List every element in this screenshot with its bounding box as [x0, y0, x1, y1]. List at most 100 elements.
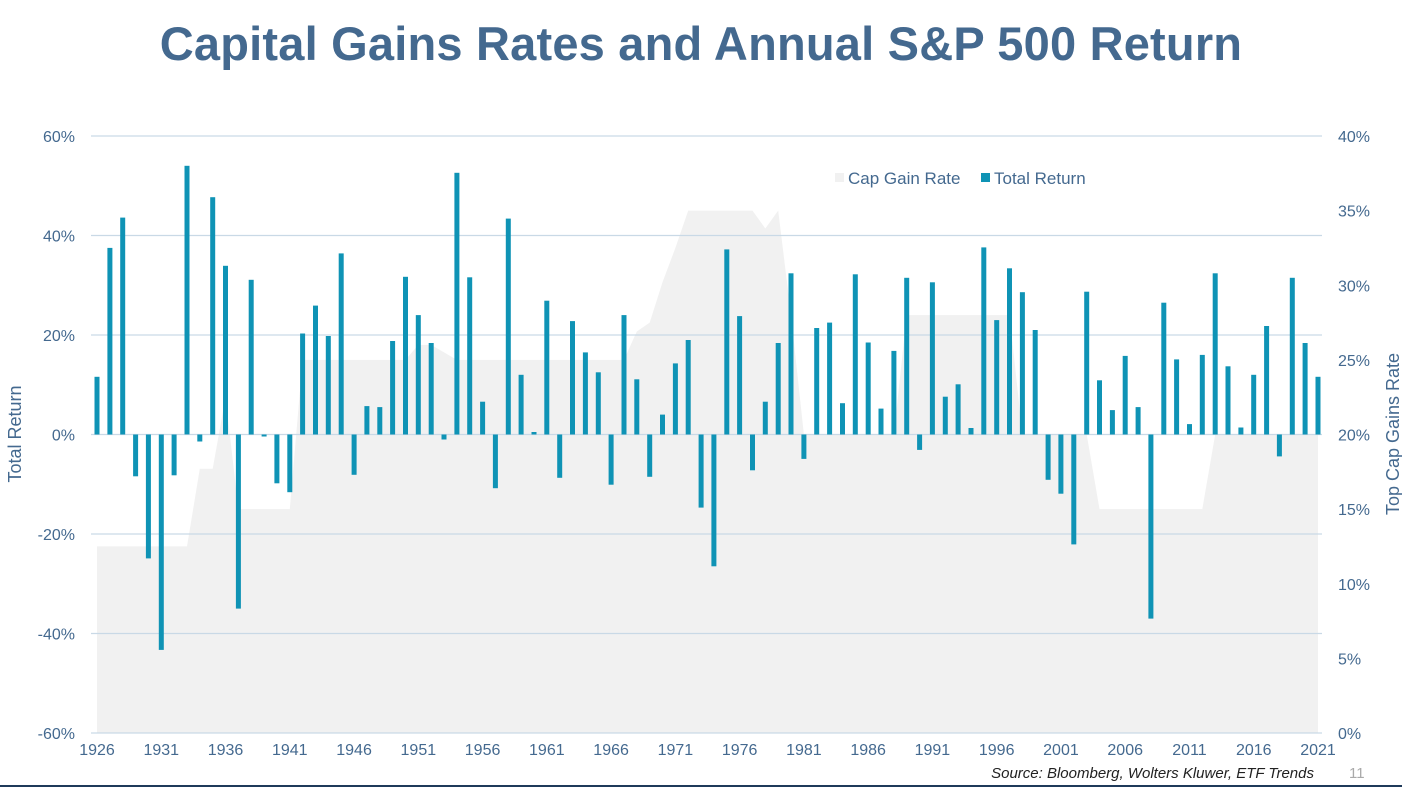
legend-label-cap-gain-rate: Cap Gain Rate: [848, 169, 960, 188]
total-return-bars: [94, 165, 1321, 650]
y-tick-label-right: 15%: [1338, 502, 1370, 519]
return-bar: [852, 274, 858, 435]
return-bar: [685, 340, 691, 435]
axis-labels: 60% 40% 20% 0% -20% -40% -60% 40% 35% 30% 25% 20% 15…: [38, 129, 1370, 759]
return-bar: [647, 434, 653, 477]
return-bar: [660, 414, 665, 435]
return-bar: [582, 352, 588, 435]
return-bar: [1212, 273, 1218, 435]
return-bar: [210, 197, 216, 435]
x-tick-label: 1996: [979, 742, 1015, 759]
return-bar: [672, 363, 678, 435]
return-bar: [968, 428, 974, 435]
return-bar: [1187, 424, 1192, 435]
return-bar: [120, 217, 126, 435]
return-bar: [942, 396, 948, 435]
return-bar: [133, 434, 139, 477]
return-bar: [737, 316, 743, 435]
y-tick-label-left: -20%: [38, 527, 75, 544]
y-tick-label-left: 20%: [43, 328, 75, 345]
y-tick-label-left: 0%: [52, 428, 75, 445]
y-tick-label-right: 5%: [1338, 651, 1361, 668]
bottom-rule: [0, 785, 1402, 787]
return-bar: [467, 277, 473, 435]
return-bar: [1289, 277, 1295, 435]
return-bar: [955, 384, 961, 435]
return-bar: [274, 434, 280, 484]
x-tick-label: 2011: [1172, 742, 1207, 759]
return-bar: [891, 350, 897, 435]
return-bar: [1315, 376, 1321, 435]
return-bar: [634, 379, 640, 435]
return-bar: [184, 165, 190, 435]
return-bar: [1058, 434, 1064, 494]
return-bar: [711, 434, 717, 567]
return-bar: [1019, 292, 1025, 435]
return-bar: [1135, 407, 1141, 435]
return-bar: [480, 401, 486, 435]
x-tick-label: 1976: [722, 742, 758, 759]
return-bar: [788, 273, 794, 435]
return-bar: [750, 434, 755, 471]
y-tick-label-right: 10%: [1338, 577, 1370, 594]
return-bar: [1302, 343, 1308, 435]
return-bar: [94, 376, 100, 435]
y-tick-label-right: 25%: [1338, 353, 1370, 370]
y-axis-title-right: Top Cap Gains Rate: [1383, 353, 1402, 515]
return-bar: [403, 276, 408, 435]
x-tick-label: 2001: [1043, 742, 1079, 759]
return-bar: [1264, 326, 1270, 435]
return-bar: [544, 300, 550, 435]
return-bar: [235, 434, 241, 609]
return-bar: [338, 253, 344, 435]
x-tick-label: 1931: [143, 742, 179, 759]
return-bar: [1071, 434, 1077, 545]
y-tick-label-right: 20%: [1338, 428, 1370, 445]
x-tick-label: 1966: [593, 742, 629, 759]
return-bar: [608, 434, 614, 485]
y-tick-label-left: -60%: [38, 726, 75, 743]
return-bar: [1032, 330, 1038, 435]
return-bar: [981, 247, 987, 435]
legend-swatch-cap-gain-rate: [835, 173, 844, 182]
legend-swatch-total-return: [981, 173, 990, 182]
source-note: Source: Bloomberg, Wolters Kluwer, ETF T…: [991, 765, 1314, 782]
x-tick-label: 1961: [529, 742, 565, 759]
x-tick-label: 1981: [786, 742, 822, 759]
return-bar: [1161, 302, 1167, 435]
return-bar: [1097, 380, 1102, 435]
return-bar: [1225, 366, 1231, 435]
return-bar: [518, 374, 524, 435]
return-bar: [724, 249, 730, 435]
return-bar: [107, 247, 113, 435]
return-bar: [313, 305, 318, 435]
legend-label-total-return: Total Return: [994, 169, 1086, 188]
slide-title: Capital Gains Rates and Annual S&P 500 R…: [159, 17, 1243, 70]
y-tick-label-right: 0%: [1338, 726, 1361, 743]
return-bar: [415, 315, 421, 435]
return-bar: [441, 434, 447, 440]
cap-gain-area-layer: [97, 210, 1318, 734]
y-tick-label-left: 40%: [43, 229, 75, 246]
return-bar: [158, 434, 164, 650]
chart-legend: Cap Gain Rate Total Return: [835, 169, 1086, 188]
return-bar: [492, 434, 498, 489]
x-tick-label: 1986: [850, 742, 886, 759]
return-bar: [1251, 374, 1257, 435]
x-tick-label: 1971: [658, 742, 694, 759]
return-bar: [261, 434, 267, 437]
y-tick-label-left: 60%: [43, 129, 75, 146]
gridlines: [91, 135, 1322, 734]
return-bar: [248, 279, 254, 435]
y-tick-label-right: 40%: [1338, 129, 1370, 146]
return-bar: [171, 434, 177, 476]
return-bar: [1122, 355, 1128, 435]
return-bar: [531, 432, 537, 435]
return-bar: [377, 407, 383, 435]
return-bar: [929, 282, 935, 435]
return-bar: [351, 434, 357, 475]
return-bar: [287, 434, 293, 493]
return-bar: [1045, 434, 1051, 480]
return-bar: [570, 321, 575, 435]
return-bar: [390, 341, 396, 435]
